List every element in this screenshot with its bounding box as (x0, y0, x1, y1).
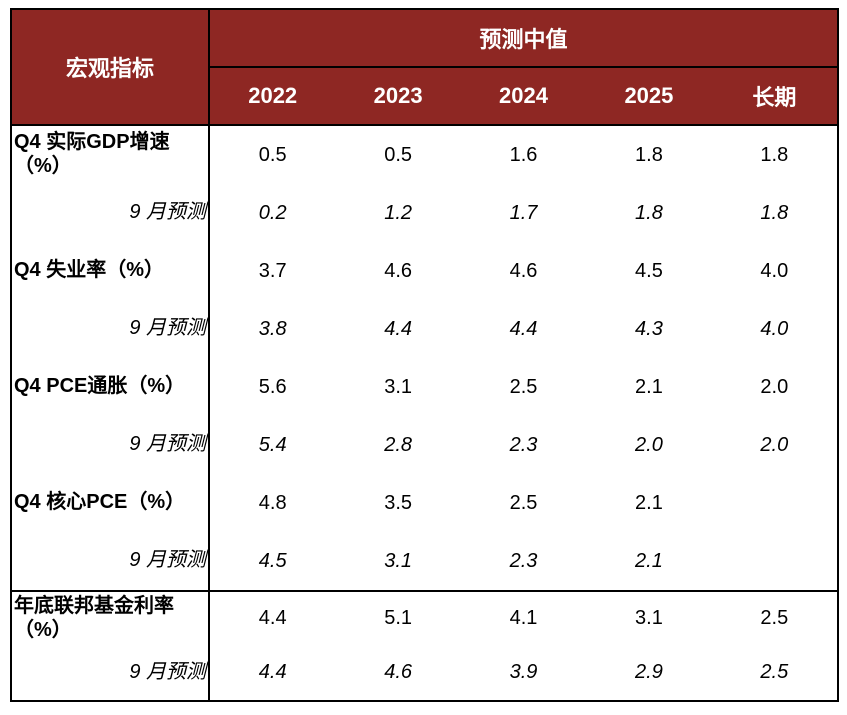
cell-value: 2.8 (384, 433, 413, 456)
cell-value: 2.0 (635, 433, 663, 456)
cell-value: 4.3 (635, 317, 663, 340)
row-label: Q4 PCE通胀（%） (12, 358, 210, 416)
cell-value: 4.0 (760, 259, 789, 282)
cell-value: 4.6 (384, 259, 413, 282)
cell-value: 4.4 (258, 661, 287, 683)
cell-value: 3.1 (384, 549, 413, 572)
cell-value: 2.1 (635, 491, 663, 514)
indicator-column-header-label: 宏观指标 (65, 56, 154, 81)
row-label: Q4 核心PCE（%） (12, 474, 210, 532)
row-core-pce-september-forecast: 9 月预测 4.5 3.1 2.3 2.1 (12, 532, 837, 590)
cell-value: 4.0 (760, 317, 789, 340)
row-label: 年底联邦基金利率 （%） (12, 592, 210, 645)
row-label: Q4 实际GDP增速 （%） (12, 126, 210, 184)
cell-value: 0.5 (258, 143, 287, 166)
cell-value: 2.5 (509, 375, 538, 398)
forecast-header-group: 预测中值 2022 2023 2024 2025 长期 (210, 10, 837, 124)
year-header-row: 2022 2023 2024 2025 长期 (210, 68, 837, 124)
macro-forecast-table: 宏观指标 预测中值 2022 2023 2024 2025 长期 Q4 实际GD… (10, 8, 839, 702)
cell-value: 3.1 (635, 607, 663, 629)
row-label: 9 月预测 (12, 416, 210, 474)
year-header-2023: 2023 (373, 83, 423, 108)
cell-value: 1.7 (509, 201, 538, 224)
row-label: 9 月预测 (12, 184, 210, 242)
cell-value: 2.5 (760, 607, 789, 629)
table-body: Q4 实际GDP增速 （%） 0.5 0.5 1.6 1.8 1.8 9 月预测… (12, 126, 837, 700)
cell-value: 1.2 (384, 201, 413, 224)
cell-value: 4.5 (635, 259, 663, 282)
row-gdp-september-forecast: 9 月预测 0.2 1.2 1.7 1.8 1.8 (12, 184, 837, 242)
cell-value: 4.4 (258, 607, 287, 629)
cell-value: 3.5 (384, 491, 413, 514)
row-label: 9 月预测 (12, 532, 210, 590)
year-header-2024: 2024 (499, 83, 548, 108)
cell-value: 3.7 (258, 259, 287, 282)
cell-value: 5.4 (258, 433, 287, 456)
row-pce-inflation: Q4 PCE通胀（%） 5.6 3.1 2.5 2.1 2.0 (12, 358, 837, 416)
cell-value: 2.9 (635, 661, 663, 683)
cell-value: 4.5 (258, 549, 287, 572)
row-fed-funds-rate: 年底联邦基金利率 （%） 4.4 5.1 4.1 3.1 2.5 (12, 590, 837, 645)
cell-value: 2.0 (760, 375, 789, 398)
cell-value: 5.1 (384, 607, 413, 629)
cell-value: 2.3 (509, 433, 538, 456)
cell-value: 1.8 (635, 201, 663, 224)
cell-value (712, 474, 837, 532)
cell-value: 2.5 (760, 661, 789, 683)
cell-value: 2.1 (635, 549, 663, 572)
row-unemployment: Q4 失业率（%） 3.7 4.6 4.6 4.5 4.0 (12, 242, 837, 300)
cell-value: 4.8 (258, 491, 287, 514)
cell-value: 2.5 (509, 491, 538, 514)
cell-value: 4.6 (384, 661, 413, 683)
cell-value: 4.4 (509, 317, 538, 340)
cell-value: 0.2 (258, 201, 287, 224)
cell-value: 2.1 (635, 375, 663, 398)
cell-value: 3.9 (509, 661, 538, 683)
row-unemployment-september-forecast: 9 月预测 3.8 4.4 4.4 4.3 4.0 (12, 300, 837, 358)
year-header-longrun: 长期 (752, 85, 797, 110)
forecast-median-header: 预测中值 (210, 10, 837, 68)
forecast-median-label: 预测中值 (479, 27, 568, 52)
cell-value: 1.8 (760, 201, 789, 224)
row-core-pce: Q4 核心PCE（%） 4.8 3.5 2.5 2.1 (12, 474, 837, 532)
cell-value: 0.5 (384, 143, 413, 166)
indicator-column-header: 宏观指标 (12, 10, 210, 124)
cell-value (712, 532, 837, 590)
row-label: 9 月预测 (12, 300, 210, 358)
cell-value: 1.8 (760, 143, 789, 166)
cell-value: 5.6 (258, 375, 287, 398)
table-header: 宏观指标 预测中值 2022 2023 2024 2025 长期 (12, 10, 837, 126)
cell-value: 3.1 (384, 375, 413, 398)
year-header-2022: 2022 (248, 83, 298, 108)
cell-value: 3.8 (258, 317, 287, 340)
cell-value: 2.0 (760, 433, 789, 456)
row-pce-september-forecast: 9 月预测 5.4 2.8 2.3 2.0 2.0 (12, 416, 837, 474)
cell-value: 1.6 (509, 143, 538, 166)
row-gdp-growth: Q4 实际GDP增速 （%） 0.5 0.5 1.6 1.8 1.8 (12, 126, 837, 184)
cell-value: 2.3 (509, 549, 538, 572)
cell-value: 1.8 (635, 143, 663, 166)
cell-value: 4.4 (384, 317, 413, 340)
row-label: 9 月预测 (12, 645, 210, 700)
row-fed-funds-september-forecast: 9 月预测 4.4 4.6 3.9 2.9 2.5 (12, 645, 837, 700)
year-header-2025: 2025 (624, 83, 674, 108)
cell-value: 4.1 (509, 607, 538, 629)
row-label: Q4 失业率（%） (12, 242, 210, 300)
cell-value: 4.6 (509, 259, 538, 282)
